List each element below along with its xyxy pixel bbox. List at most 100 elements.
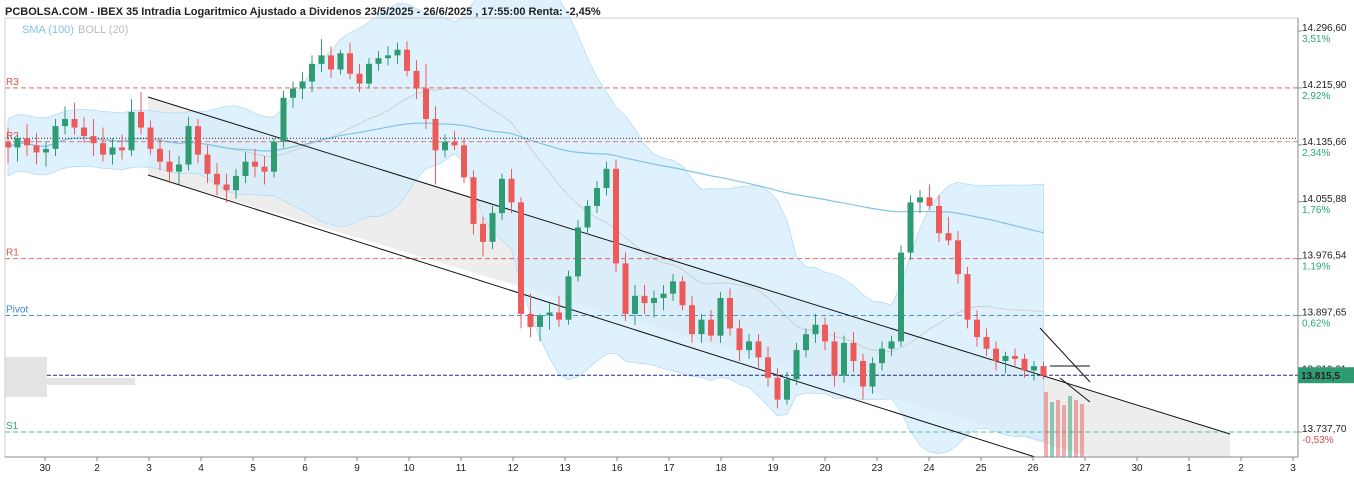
x-tick-label: 13 [559,463,571,474]
candle-body [1040,366,1047,376]
x-tick-label: 19 [767,463,779,474]
volume-bar [1068,396,1072,457]
y-tick-label: 13.976,54 [1302,251,1347,262]
candle-body [128,111,135,151]
candle-body [347,53,353,74]
small-trend-line-3 [1059,377,1091,403]
candle-body [413,70,420,89]
candle-body [24,138,30,146]
candle-body [708,319,714,336]
candle-body [233,175,239,191]
x-tick-label: 5 [250,463,256,474]
level-label-pivot: Pivot [6,305,28,316]
x-tick-label: 16 [611,463,623,474]
y-tick-pct: 1,19% [1302,262,1330,273]
candle-body [43,148,49,153]
level-lines-layer: R3 R2 R1 Pivot S1 [5,77,1298,433]
candle-body [584,205,591,228]
candle-body [812,324,819,335]
candle-body [204,154,211,174]
x-tick-label: 2 [1238,463,1244,474]
candle-body [166,161,173,172]
x-tick-label: 12 [507,463,519,474]
level-label-r3: R3 [6,77,19,88]
candle-body [432,119,439,151]
candle-body [537,315,543,327]
y-tick-label: 14.135,66 [1302,137,1347,148]
candle-body [1012,355,1018,359]
candle-body [660,293,667,298]
candle-body [888,341,895,349]
candle-body [622,263,629,314]
candle-body [138,111,144,128]
x-tick-label: 30 [1131,463,1143,474]
candle-body [328,55,334,70]
candle-body [907,202,914,253]
candle-body [565,276,572,320]
y-tick-pct: -0,53% [1302,435,1334,446]
level-label-r1: R1 [6,248,19,259]
channel-lower-line [147,174,1036,458]
candle-body [1021,358,1028,371]
candle-body [423,88,429,120]
axes-layer: 14.296,603,51% 14.215,902,92% 14.135,662,3… [4,17,1354,474]
x-tick-label: 10 [403,463,415,474]
candle-body [803,334,809,351]
candle-body [451,141,458,146]
legend-boll: BOLL (20) [78,24,128,36]
candle-body [632,295,638,314]
y-tick-label: 13.897,65 [1302,308,1347,319]
volume-bar [1044,392,1048,457]
y-tick-pct: 3,51% [1302,34,1330,45]
candle-body [375,58,382,64]
y-tick-pct: 1,76% [1302,205,1330,216]
candle-body [299,81,306,89]
y-tick-label: 14.215,90 [1302,80,1347,91]
volume-profile-bar [5,378,135,385]
candle-body [5,141,11,148]
x-tick-label: 6 [302,463,308,474]
candle-body [727,297,733,329]
candle-body [793,350,800,380]
candle-body [917,197,923,203]
candle-body [318,55,325,64]
candle-body [955,240,961,275]
x-tick-label: 23 [871,463,883,474]
candle-body [404,49,410,71]
y-tick-label: 14.055,88 [1302,194,1347,205]
x-tick-label: 17 [663,463,675,474]
level-label-r2: R2 [6,131,19,142]
candle-body [242,161,249,176]
candle-body [983,337,990,349]
candle-body [879,348,885,364]
candle-body [394,49,401,56]
candle-body [698,319,705,335]
candle-body [14,138,21,148]
candle-body [176,164,182,172]
candle-body [860,361,866,387]
legend-sma: SMA (100) [22,24,74,36]
x-tick-label: 2 [94,463,100,474]
candle-body [822,324,828,342]
candle-body [261,166,268,172]
candle-body [52,126,59,149]
x-tick-label: 4 [198,463,204,474]
candle-body [1031,366,1037,371]
chart-title: PCBOLSA.COM - IBEX 35 Intradia Logaritmi… [5,6,601,18]
candle-body [508,178,515,203]
candle-body [119,147,125,151]
candle-body [926,197,933,206]
candle-body [185,126,192,165]
bollinger-band [7,0,1044,454]
candle-body [641,295,648,304]
candle-body [280,97,287,142]
last-price-badge [1298,367,1354,384]
x-tick-label: 25 [975,463,987,474]
candle-body [679,281,686,306]
small-trend-line-1 [1039,327,1091,383]
y-tick-pct: 2,34% [1302,148,1330,159]
candle-body [489,213,496,242]
trend-lines-layer [147,96,1231,458]
candle-body [945,233,952,241]
